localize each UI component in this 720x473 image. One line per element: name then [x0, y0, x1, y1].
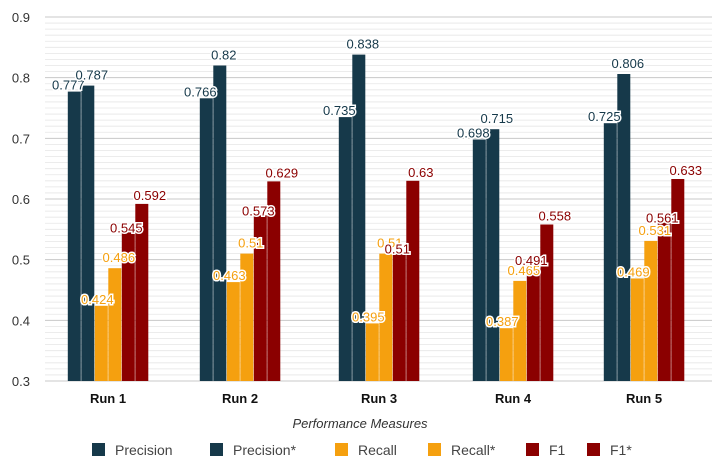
legend-item-recall: Recall	[335, 442, 397, 458]
data-label: 0.82	[211, 48, 236, 63]
x-axis-categories: Run 1 Run 2 Run 3 Run 4 Run 5	[90, 391, 662, 406]
legend-label: F1	[549, 442, 566, 458]
data-label: 0.463	[213, 268, 246, 283]
bar-precision-star-run-5	[617, 74, 631, 381]
legend-item-f1-star: F1*	[587, 442, 632, 458]
data-label: 0.469	[617, 265, 650, 280]
bar-precision-run-3	[338, 117, 352, 381]
bar-f1-star-run-4	[540, 224, 554, 381]
y-tick-label: 0.7	[12, 131, 30, 146]
bar-precision-run-2	[199, 98, 213, 382]
x-category-label: Run 5	[626, 391, 662, 406]
y-axis-ticks: 0.3 0.4 0.5 0.6 0.7 0.8 0.9	[12, 10, 30, 389]
data-label: 0.698	[457, 126, 490, 141]
x-category-label: Run 2	[222, 391, 258, 406]
data-label: 0.51	[385, 242, 410, 257]
legend-swatch	[526, 443, 539, 456]
y-tick-label: 0.6	[12, 192, 30, 207]
x-category-label: Run 1	[90, 391, 126, 406]
x-axis-title: Performance Measures	[292, 416, 428, 431]
bar-recall-run-5	[630, 278, 644, 381]
data-label: 0.486	[103, 250, 136, 265]
bar-recall-star-run-3	[379, 253, 393, 381]
legend-item-recall-star: Recall*	[428, 442, 496, 458]
legend-label: Recall*	[451, 442, 496, 458]
data-label: 0.573	[242, 203, 275, 218]
data-label: 0.735	[323, 103, 356, 118]
data-label: 0.806	[612, 56, 645, 71]
bar-precision-star-run-1	[81, 85, 95, 381]
data-label: 0.838	[347, 37, 380, 52]
data-label: 0.63	[408, 165, 433, 180]
legend-label: Precision	[115, 442, 173, 458]
bar-precision-run-1	[67, 91, 81, 381]
gridlines	[45, 16, 712, 382]
y-tick-label: 0.4	[12, 313, 30, 328]
legend-swatch	[335, 443, 348, 456]
legend-item-precision-star: Precision*	[210, 442, 297, 458]
data-label: 0.787	[76, 68, 109, 83]
bar-recall-run-4	[499, 328, 513, 381]
data-label: 0.424	[81, 292, 114, 307]
bar-recall-run-2	[226, 282, 240, 381]
data-label: 0.725	[588, 109, 621, 124]
legend-item-f1: F1	[526, 442, 566, 458]
data-label: 0.558	[539, 209, 572, 224]
bar-f1-star-run-5	[671, 179, 685, 381]
x-category-label: Run 3	[361, 391, 397, 406]
data-label: 0.629	[266, 165, 299, 180]
data-label: 0.51	[377, 236, 402, 251]
y-tick-label: 0.3	[12, 374, 30, 389]
legend-label: Recall	[358, 442, 397, 458]
data-label: 0.395	[352, 309, 385, 324]
data-label: 0.777	[52, 78, 85, 93]
y-tick-label: 0.5	[12, 253, 30, 268]
bar-precision-run-5	[603, 123, 617, 381]
data-label: 0.715	[481, 111, 514, 126]
data-label: 0.465	[508, 263, 541, 278]
bar-recall-run-3	[365, 323, 379, 381]
legend-swatch	[587, 443, 600, 456]
bar-precision-star-run-4	[486, 129, 500, 381]
bar-f1-star-run-1	[135, 203, 149, 381]
data-label: 0.491	[515, 253, 548, 268]
data-label: 0.545	[110, 220, 143, 235]
bar-precision-star-run-3	[352, 54, 366, 381]
bar-f1-run-2	[253, 215, 267, 381]
bar-recall-star-run-2	[240, 253, 254, 381]
data-label: 0.561	[646, 211, 679, 226]
bar-f1-star-run-2	[267, 181, 281, 381]
bar-recall-star-run-4	[513, 280, 527, 381]
bar-f1-run-1	[121, 232, 135, 381]
data-label: 0.592	[134, 188, 167, 203]
data-label: 0.531	[639, 223, 672, 238]
legend-swatch	[92, 443, 105, 456]
legend-swatch	[210, 443, 223, 456]
bar-f1-run-4	[526, 265, 540, 381]
y-tick-label: 0.8	[12, 71, 30, 86]
bar-precision-run-4	[472, 139, 486, 381]
bar-precision-star-run-2	[213, 65, 227, 381]
x-category-label: Run 4	[495, 391, 532, 406]
bar-recall-star-run-1	[108, 268, 122, 381]
y-tick-label: 0.9	[12, 10, 30, 25]
bars	[67, 54, 685, 382]
bar-f1-run-3	[392, 253, 406, 381]
legend-swatch	[428, 443, 441, 456]
data-label: 0.51	[238, 236, 263, 251]
legend: Precision Precision* Recall Recall* F1 F1*	[92, 442, 632, 458]
bar-recall-star-run-5	[644, 240, 658, 381]
legend-item-precision: Precision	[92, 442, 173, 458]
legend-label: Precision*	[233, 442, 297, 458]
legend-label: F1*	[610, 442, 632, 458]
data-label: 0.633	[670, 163, 703, 178]
data-label: 0.387	[486, 314, 519, 329]
bar-f1-run-5	[657, 222, 671, 381]
bar-recall-run-1	[94, 305, 108, 381]
bar-f1-star-run-3	[406, 180, 420, 381]
data-label: 0.766	[184, 84, 217, 99]
